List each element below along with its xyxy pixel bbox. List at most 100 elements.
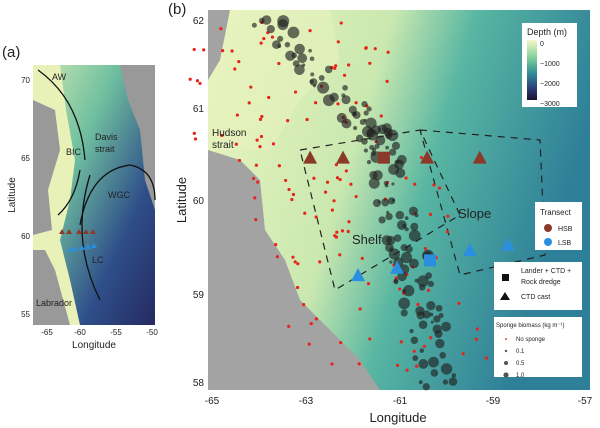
current-arrows — [37, 69, 101, 301]
label-bic: BIC — [66, 147, 82, 157]
no-sponge-point — [256, 180, 260, 184]
no-sponge-point — [416, 302, 420, 307]
no-sponge-point — [373, 47, 377, 51]
ctd-station-marker — [472, 150, 487, 164]
sponge-biomass-point — [398, 297, 411, 310]
no-sponge-point — [293, 90, 298, 94]
no-sponge-point — [422, 344, 427, 348]
no-sponge-point — [249, 85, 253, 89]
no-sponge-point — [247, 101, 251, 105]
a-xtick: -60 — [74, 328, 86, 337]
ctd-station-marker — [351, 268, 366, 282]
no-sponge-point — [237, 158, 242, 163]
no-sponge-point — [368, 337, 372, 341]
no-sponge-point — [333, 234, 337, 238]
no-sponge-point — [234, 142, 238, 146]
no-sponge-point — [354, 194, 358, 199]
panel-a-label: (a) — [2, 44, 20, 61]
lsb-label: LSB — [558, 240, 572, 247]
sponge-biomass-point — [439, 352, 446, 359]
panel-a-land — [33, 100, 70, 325]
no-sponge-point — [330, 208, 334, 212]
no-sponge-point — [323, 190, 328, 194]
sponge-biomass-point — [277, 19, 289, 31]
sponge-biomass-point — [428, 356, 439, 368]
sponge-biomass-point — [426, 301, 436, 311]
sponge-biomass-point — [418, 320, 428, 329]
no-sponge-point — [354, 101, 358, 105]
no-sponge-point — [195, 79, 200, 83]
sponge-biomass-point — [363, 148, 369, 153]
sponge-biomass-point — [378, 216, 386, 224]
no-sponge-point — [312, 176, 316, 180]
no-sponge-point — [314, 215, 318, 219]
no-sponge-point — [193, 137, 198, 141]
no-sponge-point — [318, 260, 322, 264]
no-sponge-point — [233, 67, 237, 71]
no-sponge-point — [346, 229, 350, 234]
no-sponge-point — [192, 131, 196, 135]
sponge-biomass-point — [309, 78, 318, 86]
sponge-biomass-point — [410, 222, 419, 231]
sponge-biomass-point — [430, 320, 434, 324]
no-sponge-point — [360, 256, 364, 260]
no-sponge-point — [252, 176, 256, 181]
label-shelf: Shelf — [352, 232, 382, 247]
ctd-station-marker — [390, 260, 405, 274]
no-sponge-point — [308, 29, 312, 33]
sponge-biomass-point — [341, 95, 351, 105]
sponge-biomass-point — [396, 154, 407, 165]
no-sponge-point — [415, 364, 419, 368]
no-sponge-point — [277, 61, 281, 66]
no-sponge-point — [330, 362, 334, 366]
sponge-biomass-point — [404, 227, 409, 232]
sponge-biomass-point — [395, 168, 406, 178]
sponge-biomass-point — [405, 245, 413, 253]
no-sponge-point — [347, 220, 351, 224]
no-sponge-point — [259, 41, 263, 45]
sponge-biomass-point — [391, 141, 401, 150]
b-xtick: -59 — [486, 396, 501, 407]
sponge-biomass-point — [366, 160, 372, 165]
no-sponge-point — [230, 49, 234, 53]
no-sponge-point — [188, 77, 192, 81]
no-sponge-point — [291, 255, 295, 259]
no-sponge-point — [437, 186, 442, 190]
north-land — [208, 10, 230, 80]
biomass-legend: Sponge biomass (kg m⁻¹) No sponge 0.1 0.… — [494, 317, 582, 379]
sponge-biomass-point — [438, 312, 444, 319]
depth-tick: −1000 — [540, 61, 560, 68]
no-sponge-point — [258, 145, 262, 149]
ctd-station-marker — [500, 237, 515, 251]
no-sponge-point — [344, 169, 348, 173]
sponge-biomass-point — [430, 369, 439, 377]
label-labrador: Labrador — [36, 298, 72, 308]
biomass-label: 0.1 — [516, 349, 525, 355]
sponge-biomass-point — [309, 56, 315, 62]
sponge-biomass-point — [440, 363, 453, 375]
no-sponge-point — [457, 301, 461, 306]
sponge-biomass-point — [442, 379, 449, 385]
no-sponge-point — [379, 114, 383, 118]
no-sponge-point — [398, 287, 402, 291]
no-sponge-point — [399, 340, 403, 344]
slope-box — [419, 129, 546, 276]
sponge-biomass-point — [372, 147, 377, 152]
no-sponge-point — [291, 192, 296, 197]
sponge-biomass-point — [266, 25, 275, 34]
no-sponge-point — [446, 214, 450, 218]
no-sponge-point — [475, 327, 479, 331]
sponge-biomass-point — [410, 336, 419, 345]
sponge-biomass-point — [419, 348, 425, 353]
sponge-biomass-point — [317, 81, 330, 94]
no-sponge-point — [220, 133, 224, 138]
no-sponge-point — [305, 117, 309, 122]
no-sponge-point — [254, 163, 258, 167]
sponge-biomass-point — [352, 125, 358, 131]
label-hudson: Hudson — [212, 128, 246, 139]
no-sponge-point — [335, 230, 339, 234]
b-xtick: -61 — [393, 396, 408, 407]
no-sponge-point — [461, 352, 465, 356]
gear-label: Lander + CTD + — [521, 268, 571, 275]
sponge-biomass-point — [383, 180, 389, 186]
